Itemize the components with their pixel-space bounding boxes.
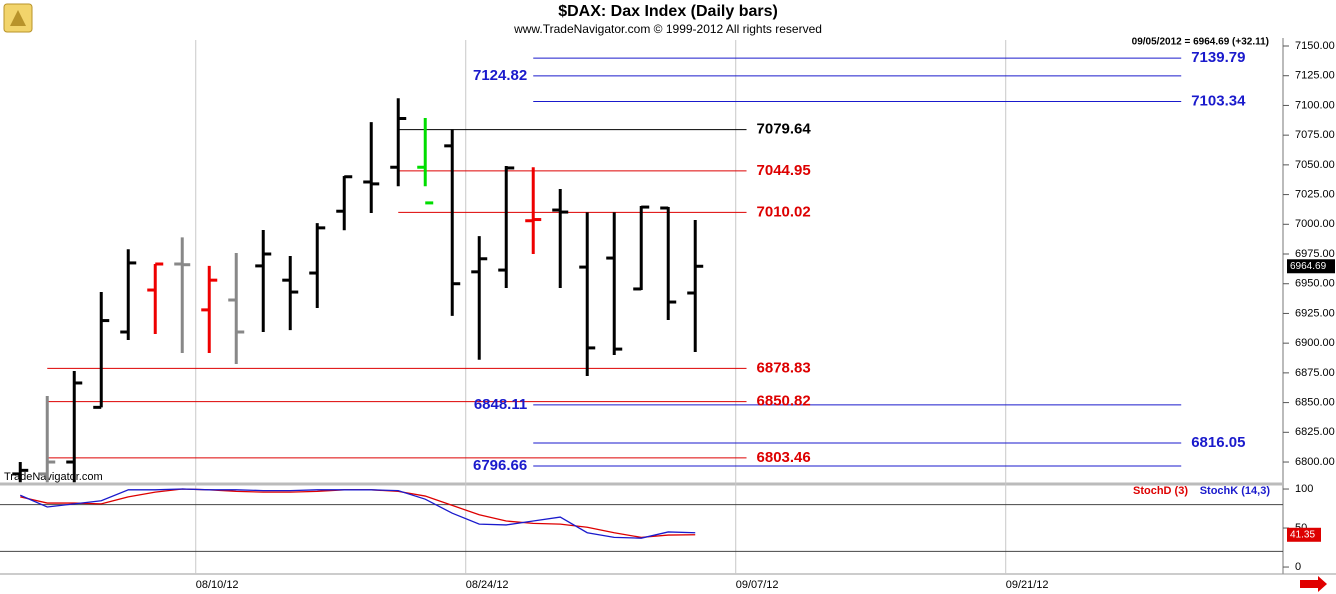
level-label: 6848.11 [474,396,527,413]
last-price-box [1287,259,1335,274]
last-value-box [1287,527,1321,542]
level-label: 6850.82 [757,393,811,410]
last-price-label: 6964.69 [1290,261,1327,272]
chart-subtitle: www.TradeNavigator.com © 1999-2012 All r… [513,22,822,36]
y-tick-label: 6925.00 [1295,307,1335,319]
header-note: 09/05/2012 = 6964.69 (+32.11) [1132,37,1269,48]
level-label: 6803.46 [757,449,811,466]
x-tick-label: 09/07/12 [736,579,779,591]
last-value-label: 41.35 [1290,529,1315,540]
y-tick-label: 6825.00 [1295,426,1335,438]
y-tick-label: 6850.00 [1295,396,1335,408]
price-panel [12,98,704,483]
stoch-panel [0,488,1283,552]
level-label: 7010.02 [757,203,811,220]
chart-title: $DAX: Dax Index (Daily bars) [558,3,778,20]
y-tick-label: 7125.00 [1295,70,1335,82]
y-tick-label: 7150.00 [1295,40,1335,52]
y-tick-label: 7050.00 [1295,159,1335,171]
y-tick-label: 6875.00 [1295,367,1335,379]
level-label: 7139.79 [1191,49,1245,66]
grid [195,40,1007,574]
y-tick-label: 6800.00 [1295,456,1335,468]
y-tick-label: 6950.00 [1295,278,1335,290]
scroll-arrow[interactable] [1300,576,1327,592]
level-label: 7103.34 [1191,92,1246,109]
level-label: 6878.83 [757,359,811,376]
y-tick-label: 7100.00 [1295,99,1335,111]
x-tick-label: 09/21/12 [1006,579,1049,591]
legend-entry: StochK (14,3) [1200,485,1271,497]
level-label: 7044.95 [757,162,811,179]
y-tick-label: 7000.00 [1295,218,1335,230]
level-label: 7124.82 [473,67,527,84]
y-tick-label: 100 [1295,483,1313,495]
level-label: 7079.64 [757,121,812,138]
levels [47,57,1182,467]
y-tick-label: 6900.00 [1295,337,1335,349]
legend-entry: StochD (3) [1133,485,1188,497]
y-tick-label: 6975.00 [1295,248,1335,260]
stoch-line [19,488,696,539]
y-tick-label: 0 [1295,561,1301,573]
x-tick-label: 08/24/12 [466,579,509,591]
level-label: 6796.66 [473,457,527,474]
y-tick-label: 7025.00 [1295,188,1335,200]
logo[interactable] [3,3,33,33]
watermark: TradeNavigator.com [4,471,103,483]
logo-glyph[interactable] [10,10,26,26]
level-label: 6816.05 [1191,434,1245,451]
y-tick-label: 7075.00 [1295,129,1335,141]
x-tick-label: 08/10/12 [196,579,239,591]
axes: 08/10/12 08/24/12 09/07/12 09/21/12 6800.00 6… [196,40,1335,591]
